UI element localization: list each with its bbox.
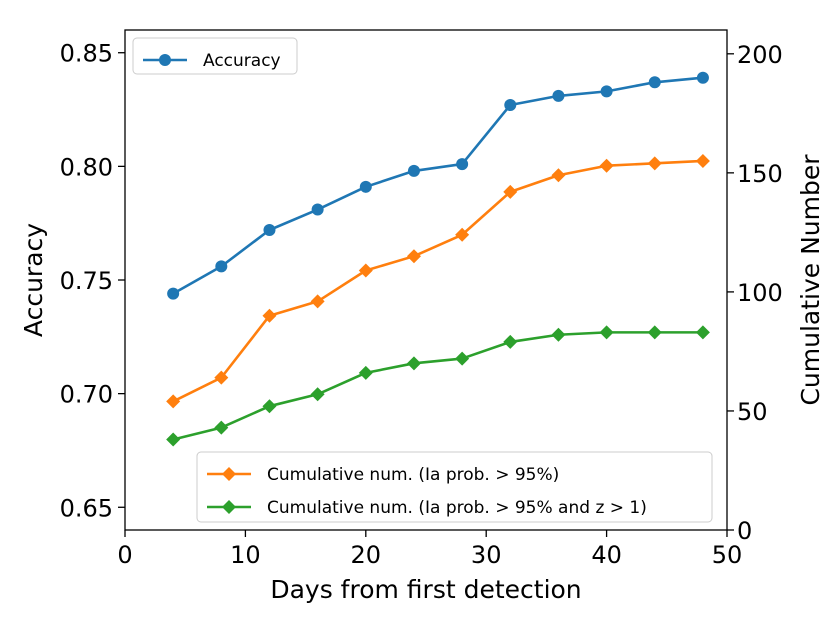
legend-marker: [222, 467, 236, 481]
y-left-tick-label: 0.70: [60, 381, 113, 409]
series-2: [166, 153, 710, 409]
data-point: [504, 99, 517, 111]
data-point: [214, 370, 229, 385]
x-tick-label: 10: [230, 541, 261, 569]
x-tick-label: 20: [351, 541, 382, 569]
y-left-tick-label: 0.75: [60, 267, 113, 295]
data-point: [167, 287, 180, 300]
data-point: [166, 432, 181, 447]
data-point: [599, 158, 614, 173]
legend-cumulative: Cumulative num. (Ia prob. > 95%) Cumulati…: [196, 451, 713, 523]
data-point: [455, 227, 470, 242]
data-point: [503, 334, 518, 349]
data-point: [456, 158, 469, 171]
data-point: [406, 249, 421, 264]
data-point: [695, 153, 710, 168]
data-point: [263, 224, 276, 236]
series-3: [166, 325, 710, 447]
data-point: [648, 76, 661, 89]
series-line: [172, 159, 703, 403]
data-point: [599, 325, 614, 340]
data-point: [358, 263, 373, 278]
data-point: [647, 156, 662, 171]
data-point: [215, 260, 228, 273]
plot-layer: [166, 71, 710, 447]
legend-frame: [132, 37, 298, 75]
data-point: [503, 184, 518, 199]
legend-frame: [196, 451, 713, 523]
data-point: [358, 365, 373, 380]
data-point: [647, 325, 662, 340]
data-point: [552, 89, 565, 102]
data-point: [359, 180, 372, 193]
y-left-tick-label: 0.85: [60, 40, 113, 68]
x-tick-label: 50: [712, 541, 743, 569]
y-left-tick-label: 0.65: [60, 494, 113, 522]
data-point: [310, 387, 325, 402]
y-right-tick-label: 150: [737, 160, 783, 188]
y-right-tick-label: 100: [737, 279, 783, 307]
data-point: [407, 164, 420, 177]
legend-label: Cumulative num. (Ia prob. > 95%): [267, 465, 559, 485]
data-point: [695, 325, 710, 340]
y-right-tick-label: 0: [737, 517, 752, 545]
y-right-tick-label: 50: [737, 398, 768, 426]
data-point: [551, 327, 566, 342]
legend-label: Cumulative num. (Ia prob. > 95% and z > …: [267, 498, 647, 518]
data-point: [262, 399, 277, 414]
data-point: [600, 85, 613, 98]
series-1: [167, 71, 709, 300]
series-line: [172, 331, 703, 441]
data-point: [214, 420, 229, 435]
x-axis-title: Days from first detection: [270, 575, 581, 604]
x-tick-label: 0: [117, 541, 132, 569]
y-right-axis-title: Cumulative Number: [796, 154, 825, 406]
legend-marker: [222, 500, 236, 514]
data-point: [696, 71, 709, 84]
legend-accuracy: Accuracy: [132, 37, 298, 75]
legend-marker: [159, 54, 171, 66]
data-point: [455, 351, 470, 366]
data-point: [406, 356, 421, 371]
data-point: [551, 168, 566, 183]
data-point: [262, 308, 277, 323]
y-right-tick-label: 200: [737, 41, 783, 69]
data-point: [166, 394, 181, 409]
series-line: [172, 76, 704, 295]
legend-label: Accuracy: [203, 51, 281, 71]
x-tick-label: 40: [591, 541, 622, 569]
legend-layer: Accuracy Cumulative num. (Ia prob. > 95%)…: [132, 37, 713, 523]
data-point: [311, 203, 324, 216]
axes-layer: 0 10 20 30 40 500.650.700.750.800.85050100150…: [19, 40, 825, 604]
data-point: [310, 294, 325, 309]
x-tick-label: 30: [471, 541, 502, 569]
y-left-axis-title: Accuracy: [19, 223, 48, 337]
y-left-tick-label: 0.80: [60, 153, 113, 181]
